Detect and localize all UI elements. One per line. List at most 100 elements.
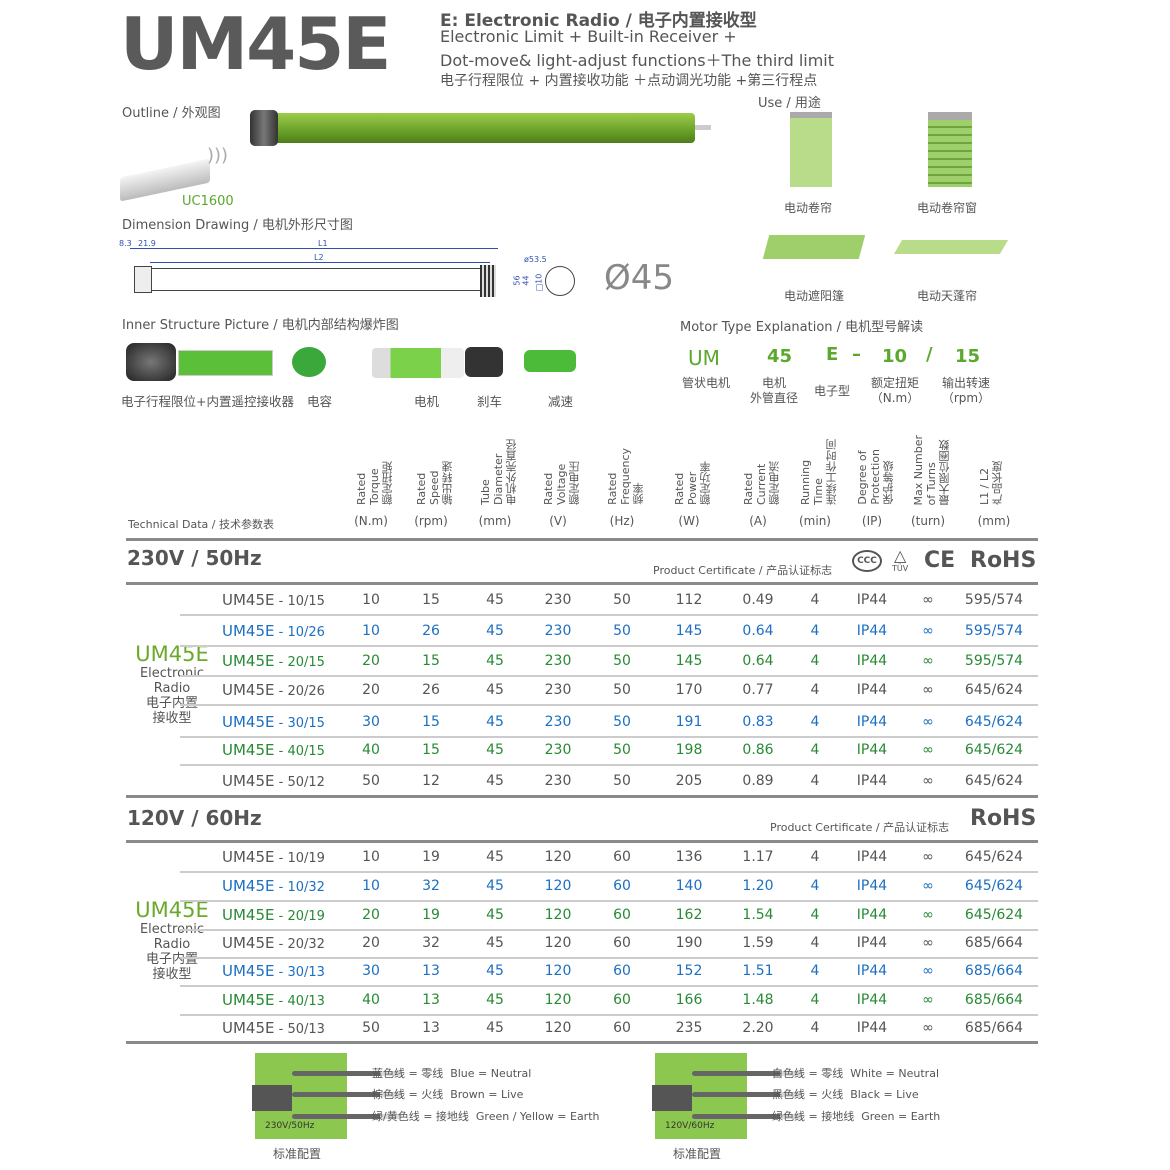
model-cell: UM45E - 30/13 [222,962,325,980]
table-cell: IP44 [856,773,888,789]
table-cell: 198 [675,742,703,758]
row-divider [180,645,1038,647]
column-unit: (N.m) [354,514,388,528]
dim-label: 44 [521,275,531,286]
table-cell: 13 [422,992,440,1008]
model-title: UM45E [120,2,391,86]
dim-label: 8.3 [119,239,132,248]
table-cell: 230 [544,653,572,669]
column-unit: (W) [678,514,700,528]
table-cell: ∞ [922,742,934,758]
table-cell: 20 [362,682,380,698]
wiring-line: 绿色线 = 接地线 Green = Earth [772,1110,941,1123]
table-cell: 45 [486,878,504,894]
series-model: UM45E [135,898,209,922]
wiring-line: 白色线 = 零线 White = Neutral [772,1067,939,1080]
gear-reducer-image [524,350,576,372]
column-unit: (mm) [478,514,512,528]
table-cell: 45 [486,992,504,1008]
table-cell: 4 [810,878,820,894]
table-cell: 190 [675,935,703,951]
code-torque: 10 [882,346,908,367]
dim-label: 56 [512,275,522,286]
divider [126,538,1038,541]
model-name: UM45E [222,934,275,952]
rohs-mark: RoHS [970,806,1037,831]
table-cell: 0.83 [742,714,774,730]
table-cell: 40 [362,992,380,1008]
column-header-cn: 输出转速 [441,461,454,505]
code-um: UM [688,346,720,370]
remote-label: UC1600 [182,194,234,209]
table-cell: ∞ [922,849,934,865]
table-cell: ∞ [922,623,934,639]
series-line: 电子内置 [145,952,198,967]
voltage-badge: 120V/60Hz [665,1121,715,1131]
table-cell: 10 [362,623,380,639]
column-header-en: Rated Power [673,471,699,505]
table-cell: 20 [362,935,380,951]
table-cell: 120 [544,935,572,951]
table-cell: 1.48 [742,992,774,1008]
wiring-line: 棕色线 = 火线 Brown = Live [372,1088,524,1101]
roller-shutter-image [928,112,972,187]
motor-tube-image [250,113,695,143]
table-cell: IP44 [856,849,888,865]
table-cell: 685/664 [964,935,1024,951]
column-unit: (IP) [861,514,883,528]
meaning: 额定扭矩 （N.m） [870,376,920,405]
column-header: Rated Torque 额定扭矩 [355,461,394,505]
motor-shaft [695,125,711,130]
section-title-120v: 120V / 60Hz [127,806,262,830]
motor-head-image [250,110,278,146]
table-cell: ∞ [922,653,934,669]
wire-icon [292,1114,402,1119]
row-divider [180,736,1038,738]
code-speed: 15 [955,346,981,367]
table-cell: 4 [810,773,820,789]
table-cell: 60 [613,1020,631,1036]
model-cell: UM45E - 20/32 [222,934,325,952]
table-cell: 45 [486,849,504,865]
column-header: Max Number of Turns 最大限位圈数 [912,435,951,505]
use-item-3: 电动遮阳篷 [784,289,845,303]
table-cell: 60 [613,907,631,923]
awning-image [762,235,866,259]
table-cell: 205 [675,773,703,789]
table-cell: 685/664 [964,963,1024,979]
table-cell: 120 [544,963,572,979]
table-cell: ∞ [922,878,934,894]
row-divider [180,764,1038,766]
use-item-4: 电动天蓬帘 [917,289,978,303]
table-cell: 45 [486,714,504,730]
use-item-1: 电动卷帘 [784,201,833,215]
model-name: UM45E [222,848,275,866]
table-cell: 145 [675,653,703,669]
description-1: Electronic Limit + Built-in Receiver + [440,27,737,46]
signal-icon: ))) [207,145,229,166]
table-cell: 645/624 [964,682,1024,698]
model-cell: UM45E - 40/13 [222,991,325,1009]
cert-label: Product Certificate / 产品认证标志 [653,564,833,577]
table-cell: 595/574 [964,592,1024,608]
table-cell: ∞ [922,992,934,1008]
part-label: 刹车 [477,394,503,409]
table-cell: 120 [544,878,572,894]
wire-icon [692,1092,802,1097]
table-cell: 4 [810,714,820,730]
series-line: 接收型 [152,967,192,982]
column-header: Rated Current 额定电流 [742,461,781,505]
column-header-en: Tube Diameter [479,453,505,505]
table-cell: 10 [362,592,380,608]
table-cell: 112 [675,592,703,608]
table-cell: 50 [362,1020,380,1036]
series-line: Radio [153,937,191,952]
ccc-icon: CCC [852,550,882,572]
model-variant: - 10/26 [274,625,325,640]
model-cell: UM45E - 50/12 [222,772,325,790]
column-header-en: Max Number of Turns [912,434,938,505]
table-cell: 45 [486,773,504,789]
table-cell: 235 [675,1020,703,1036]
brake-image [465,347,503,377]
table-cell: IP44 [856,623,888,639]
